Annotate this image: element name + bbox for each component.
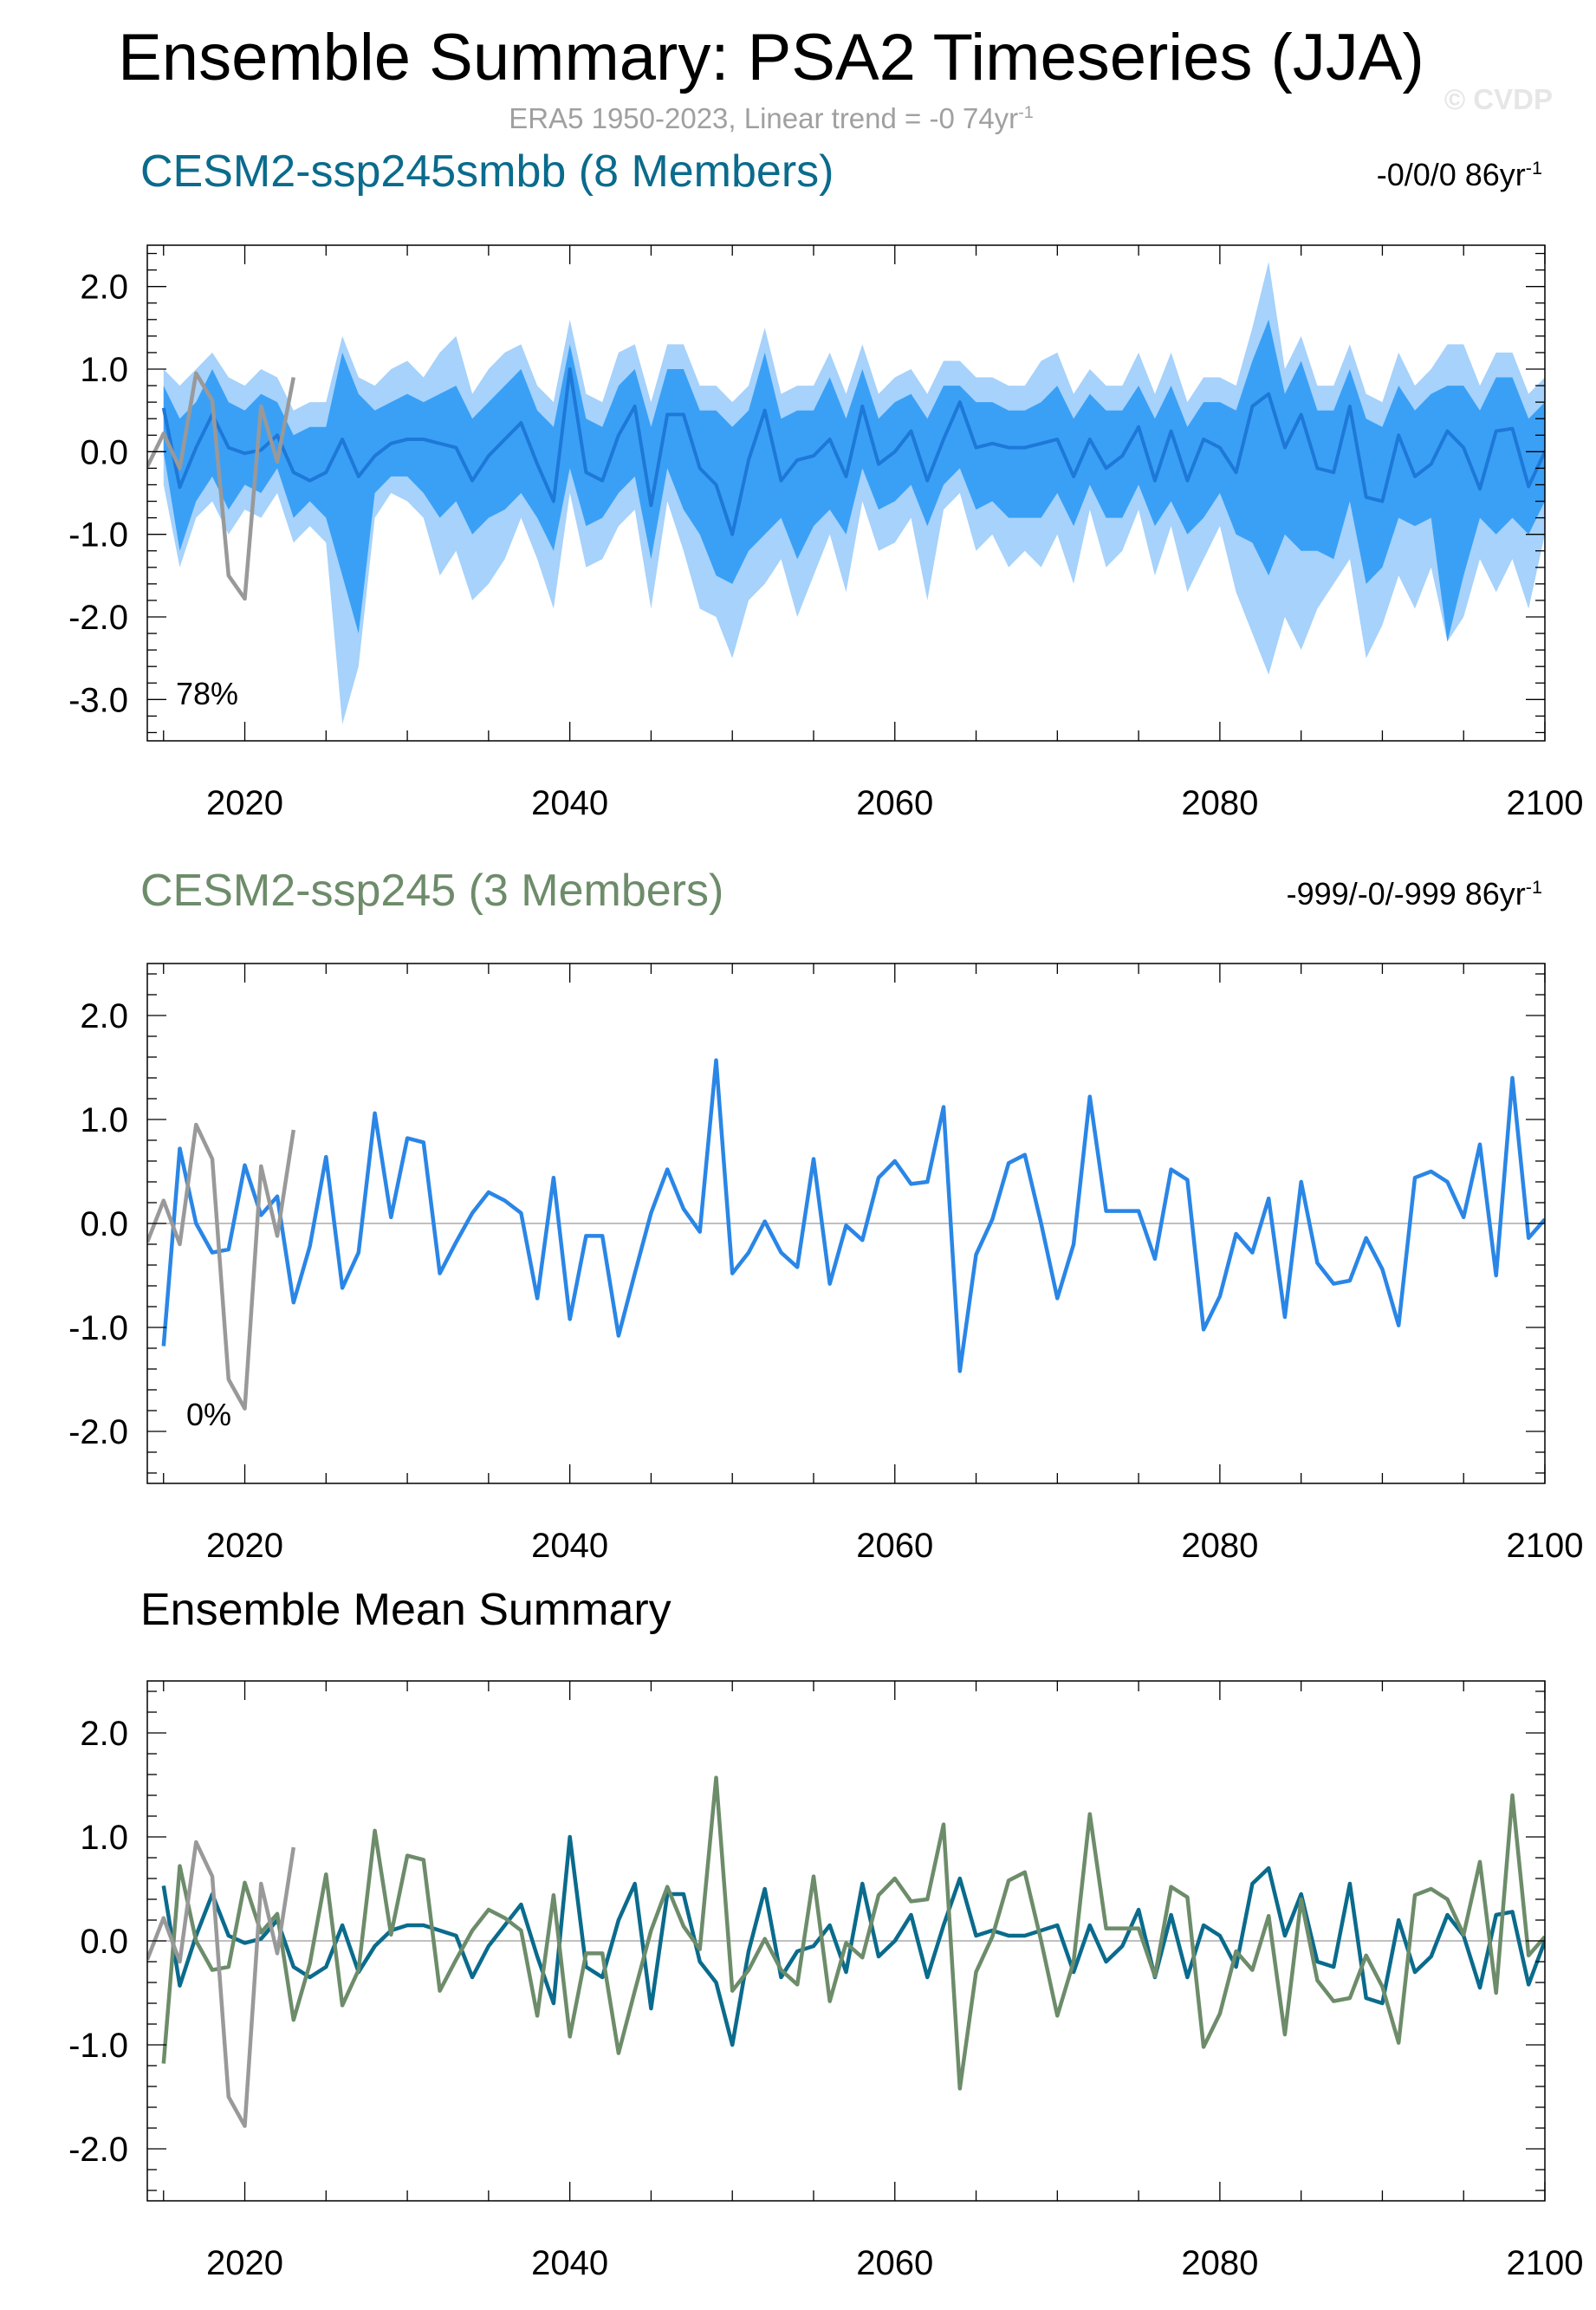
panel-3-ytick-label: -2.0 [68,2131,128,2169]
panel-2-title: CESM2-ssp245 (3 Members) [140,866,724,916]
panel-1-plot-area [147,262,1545,724]
obs-subtitle: ERA5 1950-2023, Linear trend = -0 74yr-1 [0,102,1542,135]
panel-3-obs-line [147,1840,296,2128]
panel-2-xtick-label: 2060 [856,1527,933,1565]
panel-3-ytick-label: 0.0 [80,1923,128,1961]
panel-2-xtick-label: 2080 [1181,1527,1258,1565]
panel-1-ensemble-mean-line [161,367,1545,536]
panel-1-trend-text: -0/0/0 86yr [1376,157,1526,192]
panel-3-ssp245-mean-line [161,1775,1545,2091]
page-title: Ensemble Summary: PSA2 Timeseries (JJA) [118,21,1424,94]
panel-2-ytick-label: 0.0 [80,1205,128,1243]
cvdp-watermark: © CVDP [1444,83,1553,115]
panel-1-ytick-label: -2.0 [68,599,128,637]
panel-1-ytick-label: 0.0 [80,433,128,471]
panel-1-ytick-label: -3.0 [68,681,128,719]
panel-2-trend-text: -999/-0/-999 86yr [1286,876,1526,912]
panel-3-xtick-label: 2080 [1181,2244,1258,2282]
panel-2-ytick-label: 1.0 [80,1101,128,1139]
panel-2-plot-area [147,1058,1545,1411]
panel-3-ytick-label: -1.0 [68,2027,128,2065]
panel-2-xtick-label: 2040 [531,1527,608,1565]
panel-2-ytick-label: 2.0 [80,997,128,1035]
panel-1-obs-line [147,371,296,601]
panel-3-smbb-mean-line [161,1834,1545,2047]
panel-2-obs-line [147,1122,296,1411]
panel-1-title: CESM2-ssp245smbb (8 Members) [140,146,834,197]
obs-subtitle-exponent: -1 [1018,103,1034,122]
panel-3-xtick-label: 2020 [206,2244,283,2282]
panel-2-trend-exponent: -1 [1525,876,1542,898]
panel-1-xtick-label: 2060 [856,784,933,822]
panel-3-title: Ensemble Mean Summary [140,1585,671,1635]
panel-2-xtick-label: 2100 [1507,1527,1584,1565]
panel-3-xtick-label: 2100 [1507,2244,1584,2282]
panel-1-ytick-label: 2.0 [80,269,128,307]
panel-2-xtick-label: 2020 [206,1527,283,1565]
panel-2-trend-label: -999/-0/-999 86yr-1 [1287,875,1542,913]
panel-1-trend-exponent: -1 [1525,157,1542,178]
panel-3-xtick-label: 2040 [531,2244,608,2282]
panel-1-ytick-label: -1.0 [68,516,128,555]
panel-3-chart: 2.0 1.0 0.0 -1.0 -2.0 2020 2040 2060 2080 2100 [68,1680,1584,2282]
panel-1-chart: 2.0 1.0 0.0 -1.0 -2.0 -3.0 2020 2040 2060 2080 210… [68,244,1584,822]
panel-3-ytick-label: 2.0 [80,1715,128,1753]
panel-1-percent-label: 78% [176,676,239,711]
panel-2-percent-label: 0% [186,1397,232,1432]
panel-1-p10-p90-band [163,319,1545,642]
panel-1-xtick-label: 2020 [206,784,283,822]
panel-3-ytick-label: 1.0 [80,1819,128,1857]
panel-2-ytick-label: -1.0 [68,1309,128,1347]
panel-1-xtick-label: 2080 [1181,784,1258,822]
panel-1-xtick-label: 2040 [531,784,608,822]
panel-1-ytick-label: 1.0 [80,351,128,389]
panel-2-ytick-label: -2.0 [68,1413,128,1451]
panel-1-trend-label: -0/0/0 86yr-1 [1377,156,1542,194]
panel-2-chart: 2.0 1.0 0.0 -1.0 -2.0 2020 2040 2060 2080 2100 [68,963,1584,1565]
panel-2-member-line [161,1058,1545,1373]
panel-1-xtick-label: 2100 [1507,784,1584,822]
panel-3-plot-area [147,1775,1545,2128]
panel-3-xtick-label: 2060 [856,2244,933,2282]
panel-1-frame [146,244,1546,742]
obs-subtitle-text: ERA5 1950-2023, Linear trend = -0 74yr [509,102,1019,134]
